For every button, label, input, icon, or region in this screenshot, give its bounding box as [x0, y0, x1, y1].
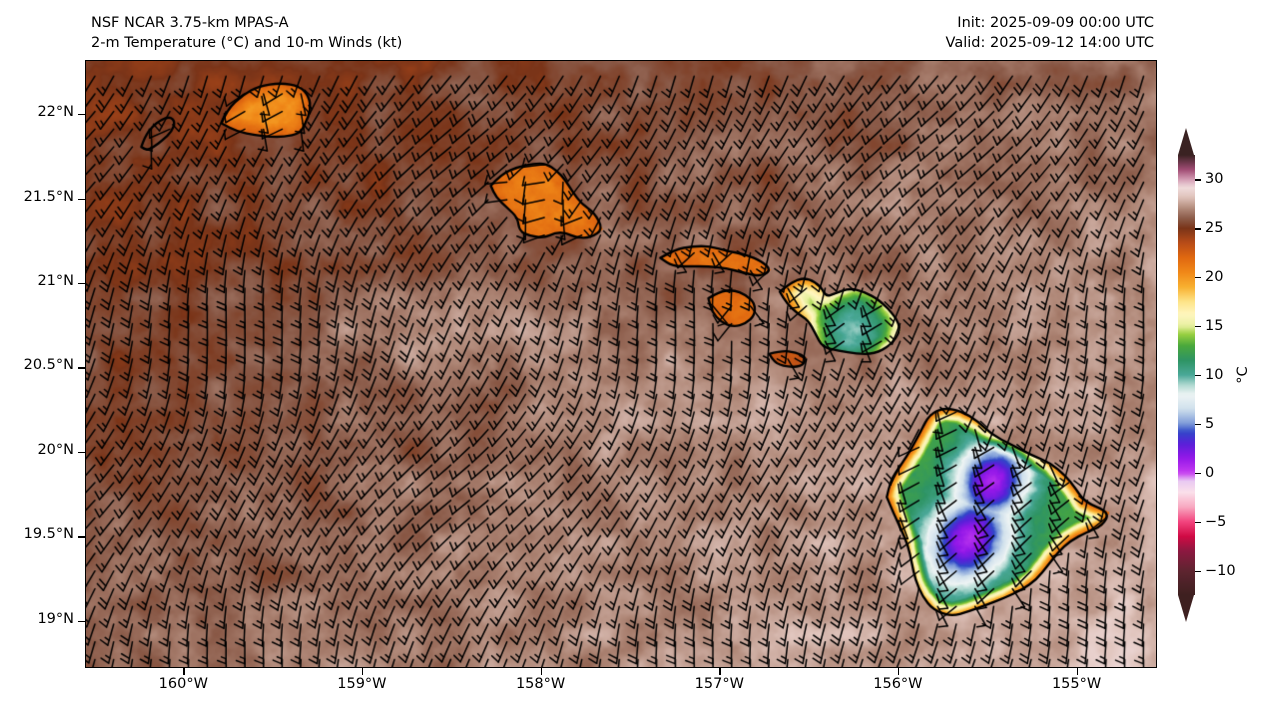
colorbar-tick-label: 0	[1205, 464, 1215, 481]
colorbar-tick	[1195, 326, 1201, 328]
lon-label: 159°W	[337, 676, 387, 692]
colorbar-tick-label: 10	[1205, 367, 1224, 383]
colorbar-tick-label: −10	[1205, 562, 1236, 579]
lon-label: 160°W	[158, 676, 208, 692]
colorbar-tick-label: 25	[1205, 220, 1224, 237]
lat-tick	[78, 114, 85, 116]
model-title-line1: NSF NCAR 3.75-km MPAS-A	[91, 15, 289, 31]
colorbar-tick	[1195, 179, 1201, 181]
lon-label: 157°W	[694, 676, 744, 692]
colorbar-tick-label: 20	[1205, 269, 1224, 286]
lat-tick	[78, 282, 85, 285]
colorbar-tick	[1195, 277, 1201, 279]
lat-label: 19.5°N	[23, 526, 74, 543]
map-plot-area	[85, 60, 1157, 668]
lat-label: 21.5°N	[23, 188, 74, 205]
lon-label: 156°W	[873, 676, 923, 692]
colorbar-tick	[1195, 521, 1201, 523]
colorbar-tick-label: 5	[1205, 415, 1215, 432]
lat-tick	[78, 451, 85, 454]
lat-tick	[78, 536, 85, 538]
colorbar-title: °C	[1235, 366, 1251, 384]
lat-label: 21°N	[37, 272, 74, 289]
colorbar-over-arrow	[1178, 128, 1194, 155]
colorbar-under-arrow	[1178, 595, 1194, 622]
lon-tick	[719, 668, 721, 675]
lon-tick	[361, 668, 364, 675]
temperature-field	[86, 61, 1156, 667]
colorbar-tick-label: 15	[1205, 318, 1224, 335]
lat-label: 20°N	[37, 441, 74, 458]
colorbar-tick-label: −5	[1205, 513, 1227, 530]
lon-tick	[1076, 668, 1078, 675]
lon-label: 155°W	[1051, 676, 1102, 692]
colorbar	[1178, 128, 1195, 622]
lat-tick	[78, 198, 85, 200]
lon-label: 158°W	[515, 676, 566, 692]
valid-time: Valid: 2025-09-12 14:00 UTC	[945, 35, 1154, 51]
lat-label: 22°N	[37, 104, 74, 120]
lat-label: 19°N	[37, 610, 74, 627]
colorbar-tick-label: 30	[1205, 171, 1224, 188]
valid-time-block: Init: 2025-09-09 00:00 UTC Valid: 2025-0…	[946, 13, 1154, 53]
lon-tick	[183, 668, 185, 675]
lat-tick	[78, 367, 85, 369]
lat-label: 20.5°N	[23, 357, 74, 374]
model-title: NSF NCAR 3.75-km MPAS-A 2-m Temperature …	[91, 13, 402, 53]
model-title-line2: 2-m Temperature (°C) and 10-m Winds (kt)	[91, 35, 403, 51]
lon-tick	[540, 668, 542, 675]
colorbar-tick	[1195, 228, 1201, 230]
colorbar-tick	[1195, 375, 1201, 377]
init-time: Init: 2025-09-09 00:00 UTC	[957, 15, 1154, 31]
colorbar-tick	[1195, 423, 1201, 426]
colorbar-tick	[1195, 472, 1201, 475]
lat-tick	[78, 620, 85, 622]
lon-tick	[897, 668, 900, 675]
colorbar-tick	[1195, 570, 1201, 572]
colorbar-gradient	[1178, 155, 1195, 595]
